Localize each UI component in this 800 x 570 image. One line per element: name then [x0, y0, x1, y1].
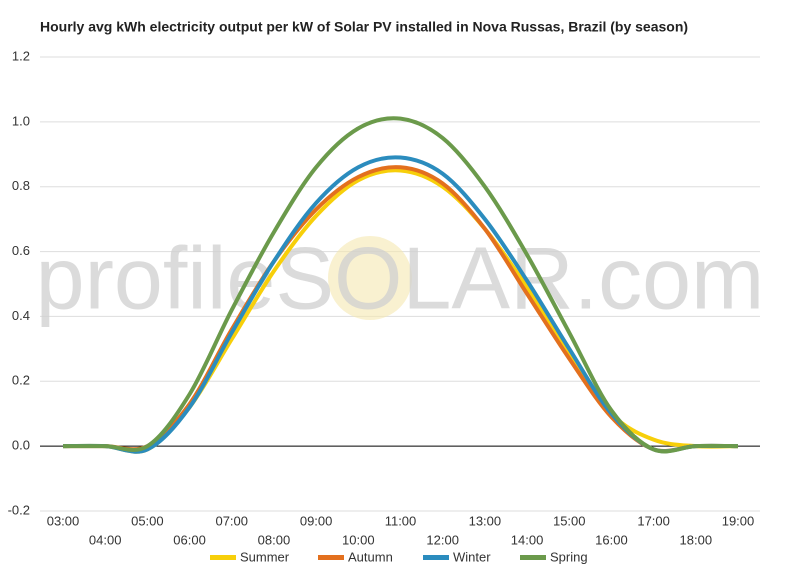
x-tick-label: 09:00 [300, 513, 333, 528]
legend-label: Spring [550, 549, 588, 564]
legend-swatch [423, 555, 449, 560]
legend-label: Autumn [348, 549, 393, 564]
watermark-sun [328, 236, 412, 320]
x-tick-label: 17:00 [637, 513, 670, 528]
x-tick-label: 03:00 [47, 513, 80, 528]
x-tick-label: 13:00 [469, 513, 502, 528]
y-tick-label: 0.2 [12, 373, 30, 388]
y-tick-label: 1.2 [12, 48, 30, 63]
x-tick-label: 08:00 [258, 532, 291, 547]
chart-title: Hourly avg kWh electricity output per kW… [40, 19, 688, 35]
x-tick-label: 10:00 [342, 532, 375, 547]
x-tick-label: 11:00 [385, 513, 417, 528]
legend-label: Winter [453, 549, 491, 564]
legend-swatch [520, 555, 546, 560]
x-tick-label: 16:00 [595, 532, 628, 547]
y-tick-label: 0.8 [12, 178, 30, 193]
y-tick-label: -0.2 [8, 502, 30, 517]
x-tick-label: 18:00 [680, 532, 713, 547]
x-tick-label: 05:00 [131, 513, 164, 528]
x-tick-label: 06:00 [173, 532, 206, 547]
y-tick-label: 0.4 [12, 308, 30, 323]
y-tick-label: 0.0 [12, 438, 30, 453]
watermark: profileSOLAR.com [36, 228, 765, 327]
x-tick-label: 19:00 [722, 513, 755, 528]
x-tick-label: 15:00 [553, 513, 586, 528]
x-tick-label: 07:00 [215, 513, 248, 528]
legend-swatch [318, 555, 344, 560]
x-tick-label: 12:00 [426, 532, 459, 547]
y-tick-label: 0.6 [12, 243, 30, 258]
series-line [63, 116, 739, 454]
y-tick-label: 1.0 [12, 113, 30, 128]
x-tick-label: 04:00 [89, 532, 122, 547]
x-tick-label: 14:00 [511, 532, 544, 547]
legend-swatch [210, 555, 236, 560]
legend-label: Summer [240, 549, 290, 564]
watermark-text: profileSOLAR.com [36, 228, 765, 327]
